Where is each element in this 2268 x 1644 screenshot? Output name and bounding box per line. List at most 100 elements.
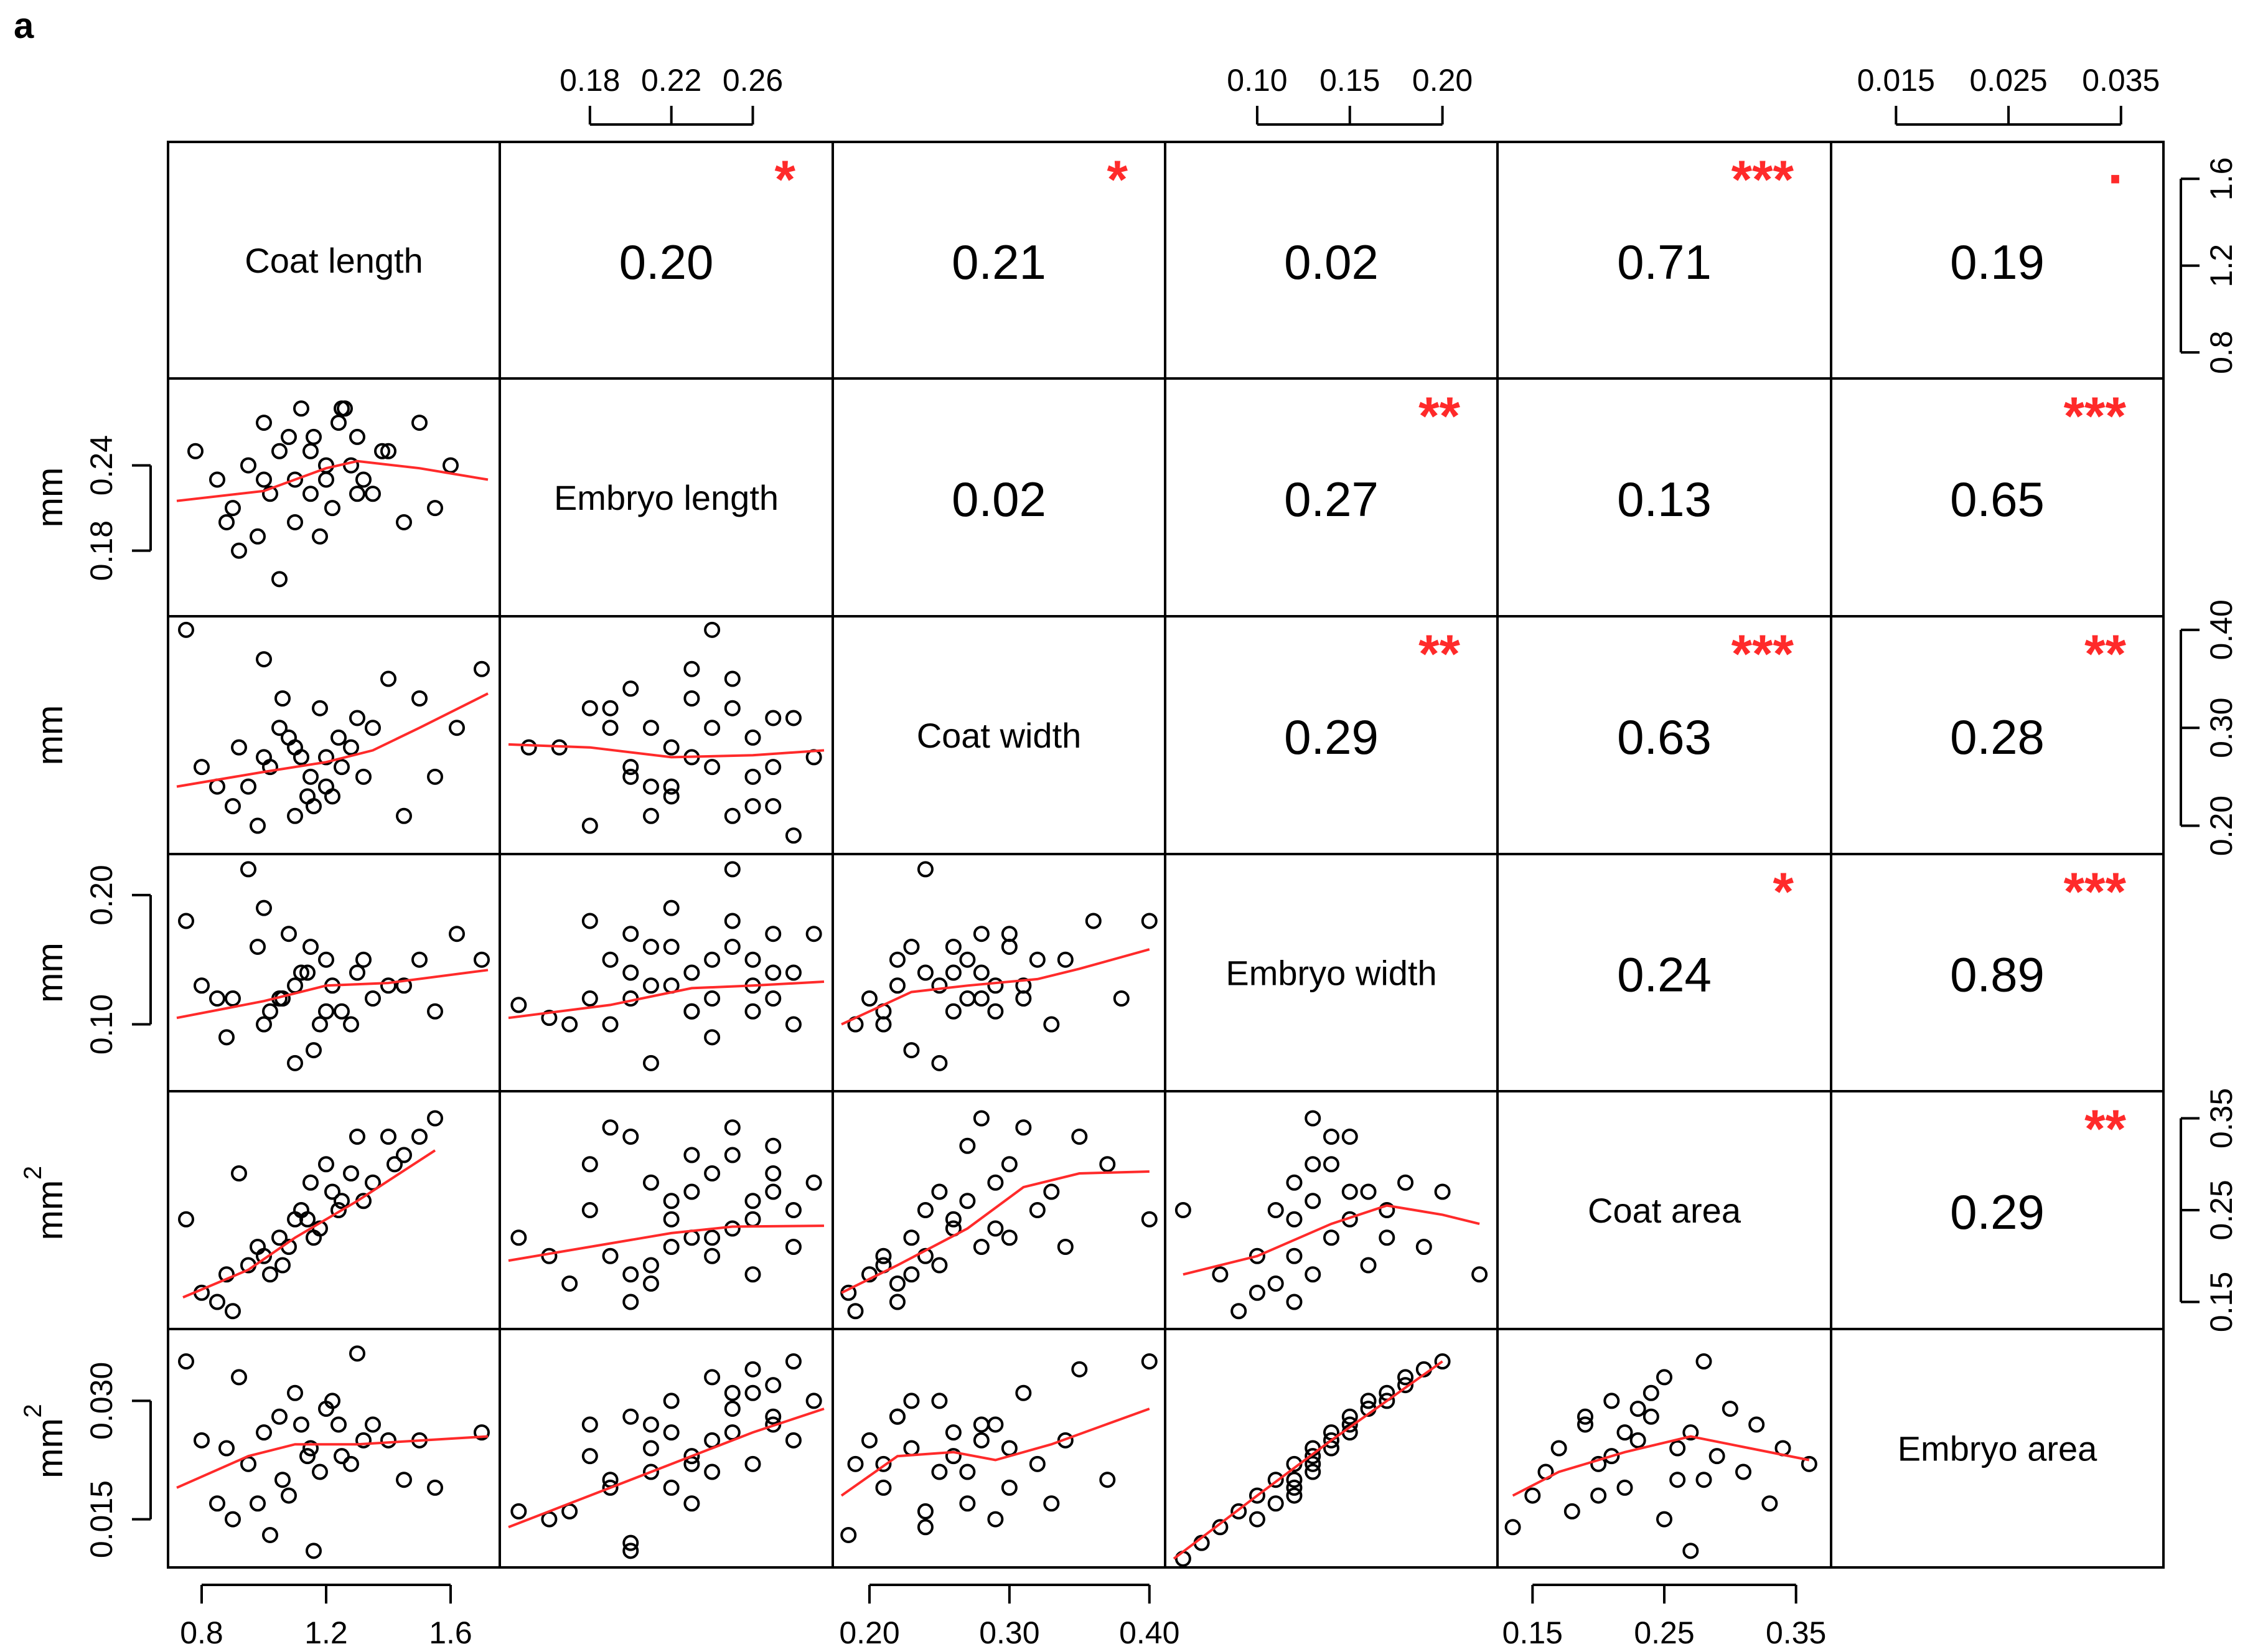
scatter-point [1071,1361,1088,1378]
scatter-point [622,964,639,981]
scatter-point [1305,1448,1321,1465]
scatter-point [274,1472,291,1488]
scatter-point [1286,1211,1303,1228]
scatter-point [334,1448,350,1465]
scatter-point [1323,1156,1339,1173]
scatter-point [449,720,465,736]
scatter-point [271,1408,288,1425]
scatter-point [1360,1183,1377,1200]
diagonal-label-coat-area: Coat area [1588,1191,1741,1230]
smooth-line [176,692,489,788]
scatter-point [411,415,428,431]
scatter-point [861,990,878,1007]
scatter-point [973,964,990,981]
scatter-point [642,1416,659,1433]
diagonal-label-embryo-width: Embryo width [1225,954,1436,993]
correlation-value-r2-c5: 0.28 [1950,710,2045,764]
scatter-point [1504,1519,1521,1536]
scatter-point [959,951,976,968]
scatter-point [663,1393,680,1409]
scatter-point [355,951,372,968]
scatter-point [427,1003,443,1020]
scatter-point [1616,1479,1633,1496]
scatter-point [1029,951,1046,968]
scatter-point [1286,1174,1303,1191]
scatter-point [945,964,962,981]
scatter-point [987,1003,1004,1020]
axis-unit-label-coat-width: mm [30,705,70,766]
scatter-point [411,951,428,968]
scatter-point [1360,1393,1377,1409]
scatter-point [704,720,721,736]
scatter-point [663,1424,680,1441]
tick-label: 0.40 [2204,599,2239,660]
scatter-point [256,900,272,916]
scatter-point [256,471,272,488]
tick-label: 0.25 [1634,1615,1694,1644]
scatter-point [840,1526,857,1543]
scatter-point [1267,1472,1284,1488]
scatter-point [293,964,309,981]
scatter-point [187,443,204,459]
panel-r5-c0 [167,1328,501,1569]
scatter-point [1249,1511,1265,1528]
scatter-point [1015,990,1032,1007]
scatter-point [889,1408,906,1425]
scatter-point [334,1193,350,1210]
scatter-point [1015,1119,1032,1136]
scatter-point [1550,1440,1567,1457]
scatter-point [903,1229,920,1246]
scatter-point [1563,1503,1580,1520]
scatter-point [287,977,303,994]
scatter-point [765,1165,782,1181]
scatter-point [987,1511,1004,1528]
scatter-point [271,571,288,588]
scatter-point [1001,926,1018,942]
scatter-point [875,1016,892,1033]
tick-label: 0.015 [84,1480,119,1558]
scatter-point [281,1487,297,1504]
smooth-line [508,1407,825,1529]
scatter-point [744,1266,761,1283]
scatter-point [744,1003,761,1020]
scatter-point [365,990,381,1007]
scatter-point [349,486,365,502]
scatter-point [724,700,741,716]
significance-marker-r0-c5: · [2107,148,2126,210]
scatter-point [1286,1472,1303,1488]
scatter-point [663,1211,680,1228]
scatter-point [349,1345,365,1362]
scatter-panel-r4-c2 [840,1110,1158,1320]
scatter-point [271,443,288,459]
scatter-point [396,807,412,824]
tick-label: 0.15 [1502,1615,1563,1644]
scatter-point [1099,1472,1116,1488]
scatter-point [945,1424,962,1441]
tick-label: 0.30 [979,1615,1039,1644]
scatter-point [785,1239,802,1255]
scatter-point [1577,1416,1593,1433]
scatter-point [262,486,278,502]
tick-label: 0.015 [1857,63,1935,98]
scatter-point [1761,1495,1778,1512]
scatter-point [1305,1266,1321,1283]
scatter-point [225,798,241,815]
scatter-point [1230,1303,1247,1320]
scatter-point [365,1416,381,1433]
scatter-point [1001,1479,1018,1496]
scatter-point [225,500,241,517]
correlation-value-r3-c4: 0.24 [1617,947,1712,1002]
scatter-point [209,471,225,488]
scatter-point [683,1495,700,1512]
scatter-point [1323,1229,1339,1246]
panel-r4-c0 [167,1090,501,1330]
scatter-point [663,778,680,795]
scatter-point [1267,1495,1284,1512]
scatter-point [1001,938,1018,955]
scatter-point [306,1543,322,1559]
scatter-point [785,710,802,726]
tick-label: 0.20 [1412,63,1473,98]
scatter-panel-r4-c3 [1174,1110,1488,1320]
scatter-point [683,1229,700,1246]
scatter-point [1577,1408,1593,1425]
